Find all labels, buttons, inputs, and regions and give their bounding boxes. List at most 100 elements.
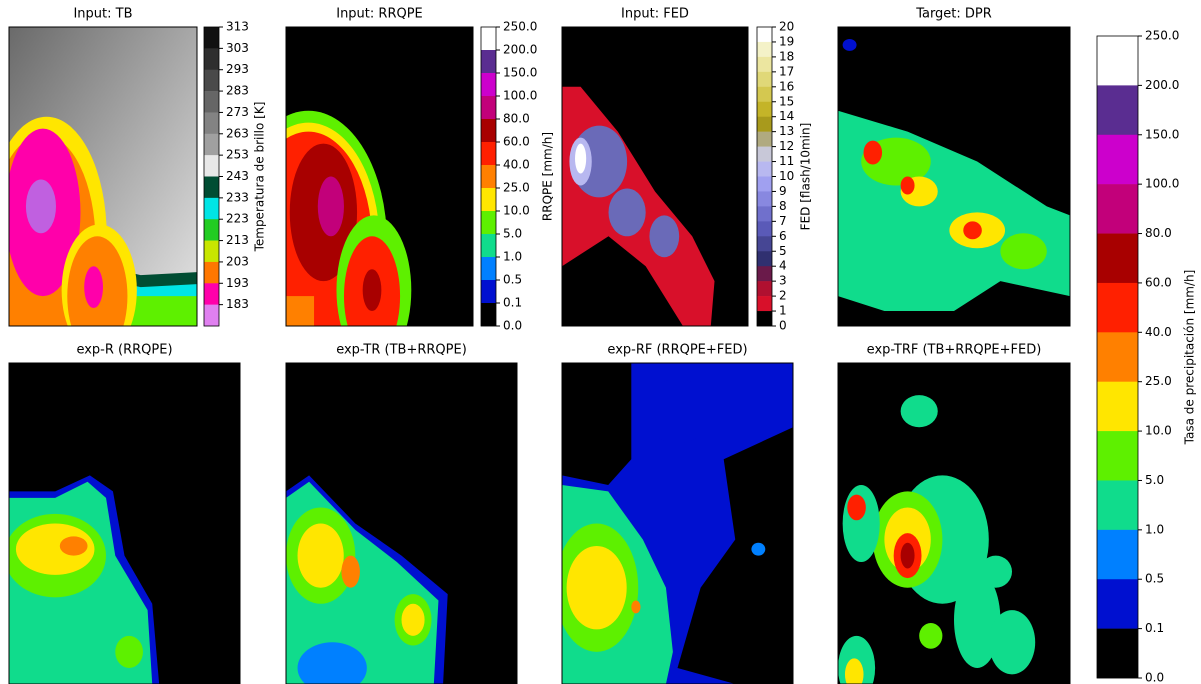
colorbar-segment [481, 96, 496, 120]
image-region [642, 379, 713, 444]
colorbar-tick-label: 100.0 [1145, 177, 1179, 191]
colorbar-tick-label: 18 [779, 49, 794, 63]
colorbar-segment [204, 283, 219, 305]
panel-title: Input: TB [73, 7, 132, 22]
colorbar-tick-label: 19 [779, 34, 794, 48]
colorbar-segment [204, 155, 219, 177]
image-region [900, 542, 915, 569]
colorbar-tick-label: 243 [226, 169, 249, 183]
colorbar-label: Temperatura de brillo [K] [253, 102, 267, 253]
image-region [1000, 233, 1047, 270]
image-region [341, 555, 360, 588]
panel-title: exp-R (RRQPE) [76, 343, 172, 358]
colorbar-segment [1097, 431, 1138, 481]
colorbar-segment [481, 50, 496, 74]
colorbar-segment [481, 73, 496, 97]
colorbar-tick-label: 233 [226, 190, 249, 204]
colorbar-tick-label: 11 [779, 154, 794, 168]
image-region [575, 143, 587, 174]
colorbar-tick-label: 7 [779, 214, 787, 228]
colorbar-tick-label: 0.0 [503, 319, 522, 333]
panel-frame [561, 362, 794, 684]
colorbar-tick-label: 183 [226, 297, 249, 311]
colorbar-segment [481, 211, 496, 235]
colorbar-segment [1097, 184, 1138, 234]
image-content [286, 363, 517, 684]
colorbar-segment [204, 197, 219, 220]
colorbar-segment [204, 69, 219, 92]
colorbar-segment [481, 119, 496, 143]
image-content [9, 27, 197, 326]
colorbar-segment [204, 219, 219, 241]
colorbar-tick-label: 10.0 [1145, 424, 1172, 438]
colorbar-tick-label: 80.0 [503, 112, 530, 126]
panel-title: exp-TRF (TB+RRQPE+FED) [867, 343, 1042, 358]
panel-frame [837, 362, 1071, 684]
colorbar-tick-label: 273 [226, 105, 249, 119]
colorbar-segment [757, 266, 772, 282]
colorbar-tick-label: 0.1 [503, 296, 522, 310]
colorbar-tick-label: 223 [226, 212, 249, 226]
image-content [838, 363, 1070, 684]
image-region [649, 215, 680, 258]
colorbar-tick-label: 0 [779, 319, 787, 333]
colorbar-segment [757, 131, 772, 147]
colorbar-tick-label: 20 [779, 20, 794, 34]
colorbar-segment [757, 296, 772, 312]
colorbar-segment [204, 48, 219, 71]
colorbar-segment [204, 133, 219, 156]
image-region [25, 179, 56, 234]
image-region [900, 395, 938, 428]
image-panel [837, 362, 1071, 684]
colorbar-tick-label: 1 [779, 304, 787, 318]
image-region [963, 221, 982, 240]
colorbar-tick-label: 200.0 [1145, 78, 1179, 92]
colorbar-segment [757, 86, 772, 103]
image-panel [837, 26, 1071, 327]
image-region [863, 140, 883, 165]
colorbar-tick-label: 40.0 [1145, 325, 1172, 339]
colorbar-tick-label: 200.0 [503, 43, 537, 57]
colorbar-segment [481, 165, 496, 189]
colorbar-segment [757, 161, 772, 177]
colorbar-segment [757, 176, 772, 192]
colorbar-tick-label: 293 [226, 62, 249, 76]
colorbar-segment [757, 236, 772, 252]
image-region [751, 542, 766, 556]
image-region [401, 603, 425, 636]
colorbar-tick-label: 0.1 [1145, 621, 1164, 635]
colorbar-tick-label: 0.5 [503, 273, 522, 287]
colorbar-segment [481, 234, 496, 258]
colorbar-tick-label: 14 [779, 109, 794, 123]
panel-frame [285, 26, 474, 327]
colorbar-tick-label: 5.0 [1145, 473, 1164, 487]
colorbar-segment [481, 27, 496, 51]
colorbar-tick-label: 250.0 [1145, 29, 1179, 43]
image-panel [561, 362, 794, 684]
colorbar-tick-label: 13 [779, 124, 794, 138]
colorbar-tick-label: 10.0 [503, 204, 530, 218]
image-content [562, 27, 748, 326]
colorbar-tick-label: 150.0 [503, 66, 537, 80]
colorbar-tick-label: 253 [226, 148, 249, 162]
colorbar-tick-label: 16 [779, 79, 794, 93]
image-panel [8, 362, 241, 684]
colorbar-tick-label: 8 [779, 199, 787, 213]
image-region [15, 523, 95, 575]
colorbar-tick-label: 0.0 [1145, 671, 1164, 684]
image-region [919, 623, 943, 649]
colorbar-segment [757, 41, 772, 58]
panel-frame [837, 26, 1071, 327]
colorbar-tick-label: 10 [779, 169, 794, 183]
colorbar-tick-label: 1.0 [1145, 522, 1164, 536]
colorbar-segment [1097, 332, 1138, 382]
colorbar-segment [1097, 134, 1138, 185]
colorbar-segment [757, 281, 772, 297]
panel-title: Input: RRQPE [336, 7, 423, 22]
colorbar-tick-label: 100.0 [503, 89, 537, 103]
image-panel [561, 26, 749, 327]
colorbar-segment [1097, 85, 1138, 136]
colorbar-segment [757, 206, 772, 222]
image-region [842, 38, 857, 51]
colorbar-segment [757, 71, 772, 88]
